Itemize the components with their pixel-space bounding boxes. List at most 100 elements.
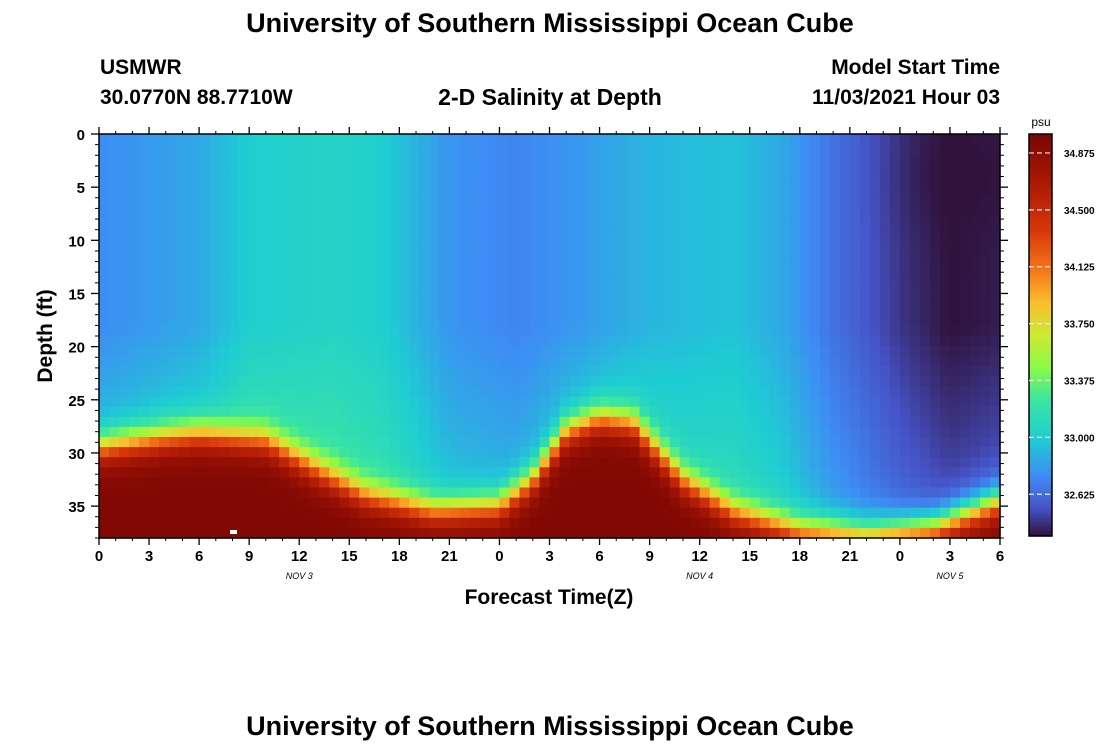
heatmap-cell	[349, 295, 360, 307]
colorbar-segment	[1029, 332, 1052, 336]
heatmap-cell	[939, 336, 951, 347]
heatmap-cell	[989, 134, 1001, 145]
heatmap-cell	[209, 527, 220, 539]
heatmap-cell	[399, 224, 410, 236]
heatmap-cell	[949, 406, 961, 418]
heatmap-cell	[479, 457, 491, 468]
heatmap-cell	[119, 305, 130, 317]
heatmap-cell	[579, 204, 591, 216]
heatmap-cell	[979, 406, 991, 418]
heatmap-cell	[209, 194, 220, 206]
heatmap-cell	[559, 386, 571, 398]
heatmap-cell	[99, 184, 110, 196]
heatmap-cell	[649, 336, 661, 347]
heatmap-cell	[279, 144, 290, 155]
heatmap-cell	[889, 235, 901, 246]
heatmap-cell	[269, 396, 280, 408]
heatmap-cell	[269, 174, 280, 186]
heatmap-cell	[329, 497, 340, 509]
heatmap-cell	[559, 416, 571, 428]
heatmap-cell	[149, 134, 160, 145]
heatmap-cell	[309, 295, 320, 307]
heatmap-cell	[649, 447, 661, 458]
heatmap-cell	[979, 275, 991, 287]
heatmap-cell	[449, 507, 460, 519]
heatmap-cell	[739, 447, 751, 458]
colorbar-segment	[1029, 475, 1052, 479]
colorbar-segment	[1029, 164, 1052, 168]
heatmap-cell	[829, 245, 841, 256]
heatmap-cell	[909, 214, 921, 226]
heatmap-cell	[699, 416, 711, 428]
heatmap-cell	[649, 346, 661, 357]
heatmap-cell	[129, 275, 140, 287]
heatmap-cell	[99, 497, 110, 509]
heatmap-cell	[199, 467, 210, 478]
heatmap-cell	[239, 376, 250, 388]
heatmap-cell	[739, 285, 751, 297]
heatmap-cell	[789, 527, 801, 539]
heatmap-cell	[739, 336, 751, 347]
heatmap-cell	[169, 527, 180, 539]
heatmap-cell	[889, 416, 901, 428]
heatmap-cell	[299, 346, 310, 357]
heatmap-cell	[379, 437, 390, 448]
heatmap-cell	[689, 467, 701, 478]
colorbar-tick-label: 34.875	[1064, 149, 1095, 160]
heatmap-cell	[179, 214, 190, 226]
heatmap-cell	[729, 235, 741, 246]
heatmap-cell	[789, 224, 801, 236]
heatmap-cell	[449, 315, 460, 327]
heatmap-cell	[599, 295, 611, 307]
heatmap-cell	[499, 497, 511, 509]
heatmap-cell	[859, 265, 871, 276]
heatmap-cell	[609, 134, 621, 145]
heatmap-cell	[229, 305, 240, 317]
heatmap-cell	[589, 376, 601, 388]
heatmap-cell	[389, 265, 400, 276]
heatmap-cell	[409, 194, 420, 206]
heatmap-cell	[909, 235, 921, 246]
heatmap-cell	[869, 527, 881, 539]
heatmap-cell	[919, 376, 931, 388]
heatmap-cell	[249, 467, 260, 478]
heatmap-cell	[509, 134, 521, 145]
heatmap-cell	[529, 214, 541, 226]
heatmap-cell	[189, 204, 200, 216]
heatmap-cell	[669, 144, 681, 155]
heatmap-cell	[339, 245, 350, 256]
heatmap-cell	[479, 426, 491, 438]
heatmap-cell	[479, 305, 491, 317]
heatmap-cell	[839, 275, 851, 287]
heatmap-cell	[349, 386, 360, 398]
heatmap-cell	[399, 447, 410, 458]
heatmap-cell	[359, 356, 370, 367]
heatmap-cell	[469, 467, 481, 478]
heatmap-cell	[909, 517, 921, 529]
heatmap-cell	[569, 416, 581, 428]
heatmap-cell	[889, 376, 901, 388]
heatmap-cell	[99, 214, 110, 226]
heatmap-cell	[659, 305, 671, 317]
heatmap-cell	[849, 386, 861, 398]
heatmap-cell	[109, 194, 120, 206]
heatmap-cell	[619, 426, 631, 438]
heatmap-cell	[929, 366, 941, 377]
heatmap-cell	[979, 245, 991, 256]
heatmap-cell	[99, 255, 110, 266]
heatmap-cell	[159, 154, 170, 165]
heatmap-cell	[119, 174, 130, 186]
heatmap-cell	[429, 437, 440, 448]
heatmap-cell	[949, 275, 961, 287]
heatmap-cell	[749, 457, 761, 468]
heatmap-cell	[709, 517, 721, 529]
heatmap-cell	[969, 235, 981, 246]
heatmap-cell	[309, 396, 320, 408]
heatmap-cell	[249, 255, 260, 266]
heatmap-cell	[949, 467, 961, 478]
heatmap-cell	[709, 214, 721, 226]
heatmap-cell	[799, 366, 811, 377]
heatmap-cell	[789, 325, 801, 337]
heatmap-cell	[329, 204, 340, 216]
heatmap-cell	[709, 467, 721, 478]
